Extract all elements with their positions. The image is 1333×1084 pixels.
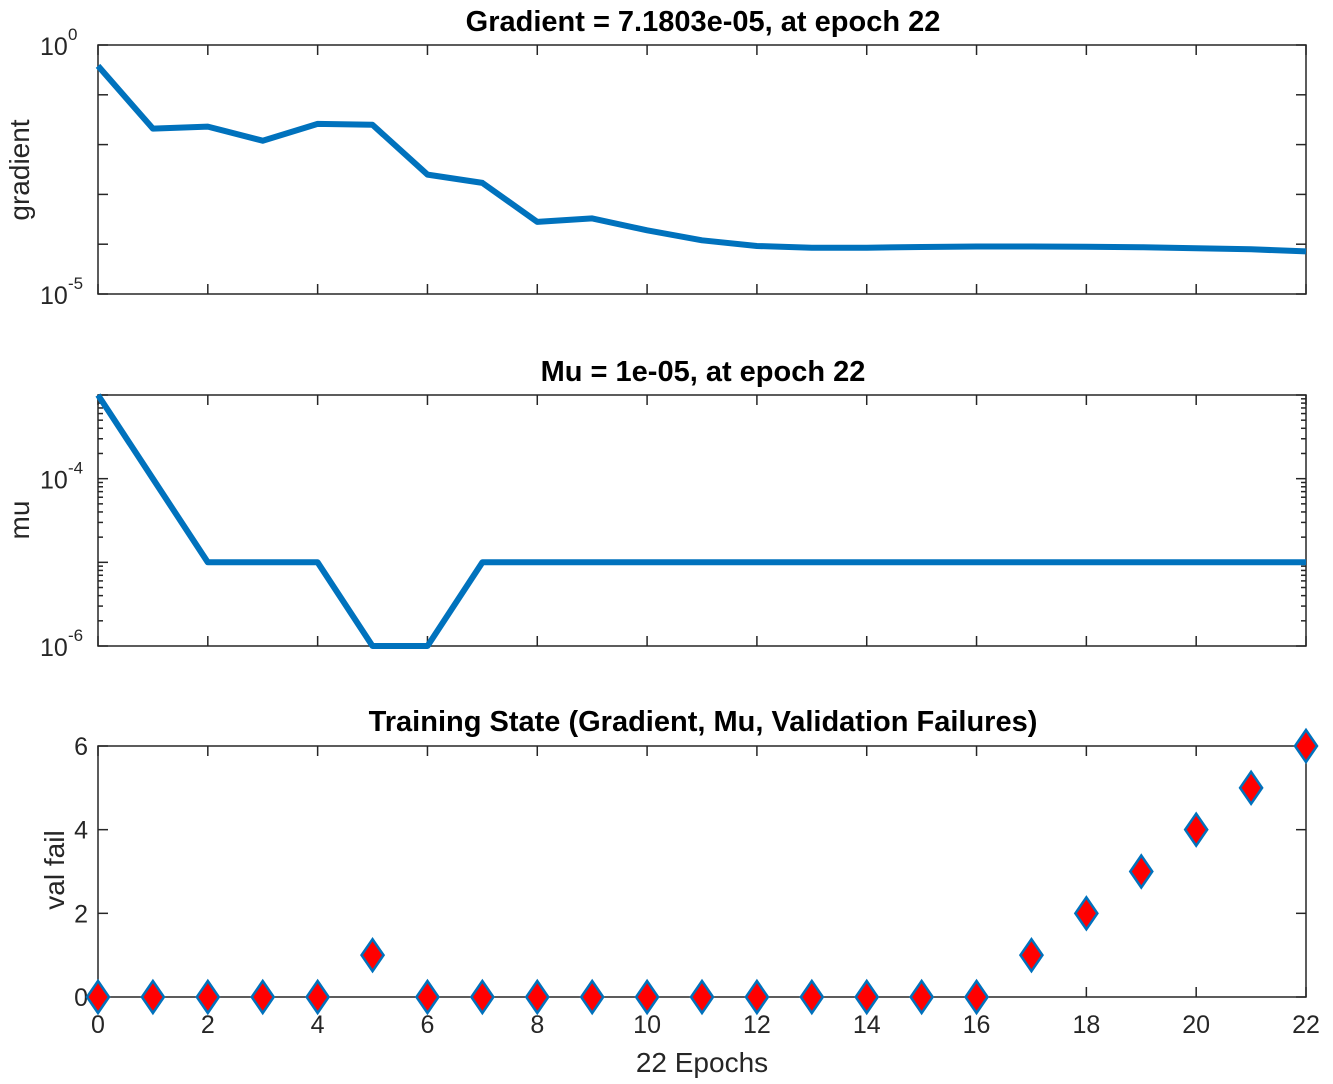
val-fail-point xyxy=(634,978,660,1016)
val-fail-point xyxy=(909,978,935,1016)
gradient-panel-title: Gradient = 7.1803e-05, at epoch 22 xyxy=(466,6,941,38)
val-fail-point xyxy=(1183,811,1209,848)
y-tick-label-exponent: -6 xyxy=(68,626,83,645)
mu-panel-title: Mu = 1e-05, at epoch 22 xyxy=(541,356,866,388)
val-fail-point xyxy=(744,978,770,1016)
val-fail-point xyxy=(1073,895,1099,932)
val-fail-point xyxy=(140,978,166,1016)
y-tick-label: 0 xyxy=(74,984,88,1012)
y-tick-label: 10 xyxy=(40,282,68,310)
val-fail-point xyxy=(469,978,495,1016)
val-fail-point xyxy=(689,978,715,1016)
mu-panel: Mu = 1e-05, at epoch 22 mu 10-410-6 xyxy=(4,356,1307,662)
mu-y-axis-label: mu xyxy=(4,501,35,540)
val-fail-point xyxy=(1238,769,1264,807)
val-fail-y-tick-labels: 0 2 4 6 xyxy=(74,733,88,1012)
val-fail-point xyxy=(799,978,825,1016)
val-fail-markers xyxy=(85,727,1319,1016)
val-fail-point xyxy=(964,978,990,1016)
x-tick-label: 16 xyxy=(963,1011,991,1039)
val-fail-point xyxy=(1293,727,1319,765)
gradient-panel: Gradient = 7.1803e-05, at epoch 22 gradi… xyxy=(4,6,1307,310)
val-fail-point xyxy=(854,978,880,1016)
x-tick-label: 14 xyxy=(853,1011,881,1039)
val-fail-x-axis-label: 22 Epochs xyxy=(636,1047,768,1078)
x-tick-label: 0 xyxy=(91,1011,105,1039)
val-fail-point xyxy=(1128,853,1154,890)
x-tick-label: 4 xyxy=(311,1011,325,1039)
series-line-mu xyxy=(95,393,1306,649)
val-fail-point xyxy=(360,936,386,974)
x-tick-label: 8 xyxy=(530,1011,544,1039)
y-tick-label: 4 xyxy=(74,817,88,845)
val-fail-point xyxy=(1018,936,1044,974)
y-tick-label: 10 xyxy=(40,634,68,662)
gradient-y-tick-labels: 10 010 -5 xyxy=(40,25,83,310)
y-tick-label: 2 xyxy=(74,900,88,928)
mu-x-ticks xyxy=(97,394,1307,647)
series-line-gradient xyxy=(95,63,1307,255)
x-tick-label: 12 xyxy=(743,1011,771,1039)
val-fail-x-tick-labels: 0 2 4 6 8 10 12 14 16 18 20 22 xyxy=(91,1011,1320,1039)
val-fail-point xyxy=(414,978,440,1016)
y-tick-label-exponent: 0 xyxy=(68,25,77,44)
mu-series xyxy=(95,393,1306,649)
mu-plot-area xyxy=(97,394,1307,647)
val-fail-point xyxy=(250,978,276,1016)
x-tick-label: 6 xyxy=(421,1011,435,1039)
y-tick-label-exponent: -4 xyxy=(68,459,83,478)
gradient-x-ticks xyxy=(97,44,1307,295)
val-fail-point xyxy=(85,978,111,1016)
x-tick-label: 2 xyxy=(201,1011,215,1039)
mu-y-tick-labels: 10-410-6 xyxy=(40,459,83,662)
val-fail-panel: Training State (Gradient, Mu, Validation… xyxy=(39,706,1320,1078)
y-tick-label: 6 xyxy=(74,733,88,761)
val-fail-point xyxy=(579,978,605,1016)
x-tick-label: 20 xyxy=(1182,1011,1210,1039)
val-fail-panel-title: Training State (Gradient, Mu, Validation… xyxy=(369,706,1038,738)
y-tick-label-exponent: -5 xyxy=(68,274,83,293)
x-tick-label: 22 xyxy=(1292,1011,1320,1039)
gradient-series xyxy=(95,63,1307,255)
gradient-plot-area xyxy=(97,44,1307,295)
y-tick-label: 10 xyxy=(40,33,68,61)
gradient-y-axis-label: gradient xyxy=(4,119,35,220)
val-fail-point xyxy=(195,978,221,1016)
val-fail-point xyxy=(524,978,550,1016)
y-tick-label: 10 xyxy=(40,467,68,495)
x-tick-label: 18 xyxy=(1072,1011,1100,1039)
val-fail-point xyxy=(305,978,331,1016)
val-fail-y-axis-label: val fail xyxy=(39,830,70,909)
val-fail-plot-area xyxy=(97,745,1307,998)
x-tick-label: 10 xyxy=(633,1011,661,1039)
